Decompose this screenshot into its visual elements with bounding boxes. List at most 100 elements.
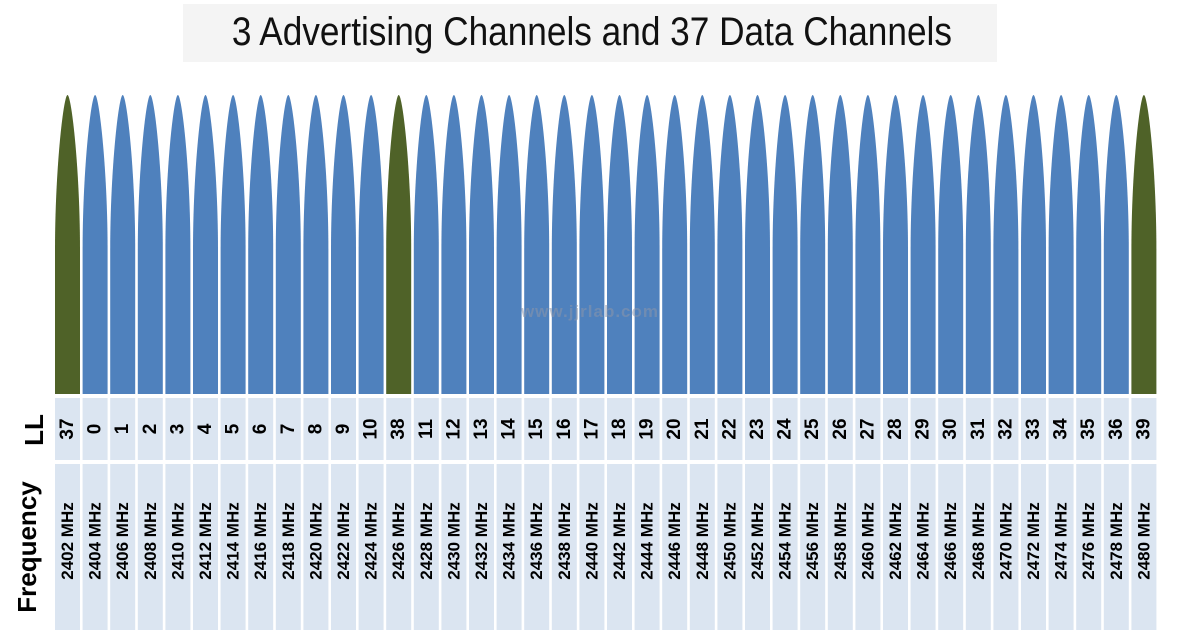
ll-number: 4	[195, 423, 216, 434]
frequency-value: 2436 MHz	[527, 502, 546, 579]
ll-number: 39	[1133, 418, 1154, 439]
frequency-value: 2422 MHz	[334, 502, 353, 579]
advertising-channel-lobe	[55, 95, 80, 394]
ll-cell	[413, 398, 439, 460]
data-channel-lobe	[993, 95, 1019, 394]
ll-cell	[220, 398, 246, 460]
frequency-cell	[634, 464, 660, 630]
ll-cell	[110, 398, 136, 460]
ll-cell	[275, 398, 301, 460]
ll-number: 15	[526, 418, 547, 440]
ll-number: 12	[443, 418, 464, 439]
ll-cell	[772, 398, 798, 460]
data-channel-lobe	[827, 95, 853, 394]
frequency-value: 2416 MHz	[251, 502, 270, 579]
data-channel-lobe	[358, 95, 384, 394]
ll-cell	[55, 398, 80, 460]
frequency-cell	[1048, 464, 1074, 630]
frequency-value: 2466 MHz	[941, 502, 960, 579]
frequency-cell	[938, 464, 964, 630]
ll-number: 21	[692, 418, 713, 440]
data-channel-lobe	[579, 95, 605, 394]
ll-cell	[358, 398, 384, 460]
data-channel-lobe	[331, 95, 356, 394]
ll-number: 14	[499, 418, 520, 440]
ll-number: 38	[388, 418, 409, 439]
frequency-value: 2424 MHz	[362, 502, 381, 579]
ll-cell	[883, 398, 908, 460]
ll-number: 23	[747, 418, 768, 439]
data-channel-lobe	[607, 95, 632, 394]
frequency-value: 2434 MHz	[500, 502, 519, 579]
ll-cell	[469, 398, 494, 460]
data-channel-lobe	[524, 95, 550, 394]
data-channel-lobe	[717, 95, 743, 394]
ll-cell	[745, 398, 770, 460]
ll-number: 9	[333, 424, 354, 435]
frequency-value: 2432 MHz	[472, 502, 491, 579]
ll-cell	[193, 398, 218, 460]
ll-cell	[137, 398, 163, 460]
ll-number: 16	[554, 418, 575, 439]
advertising-channel-lobe	[1131, 95, 1157, 394]
frequency-value: 2444 MHz	[638, 502, 657, 579]
frequency-cell	[1131, 464, 1157, 630]
frequency-value: 2476 MHz	[1079, 502, 1098, 579]
frequency-value: 2442 MHz	[610, 502, 629, 579]
frequency-cell	[137, 464, 163, 630]
watermark: www.jjrlab.com	[520, 302, 660, 321]
ll-cell	[800, 398, 826, 460]
ll-number: 34	[1051, 418, 1072, 440]
ll-number: 36	[1106, 418, 1127, 439]
ll-cell	[634, 398, 660, 460]
data-channel-lobe	[634, 95, 660, 394]
ll-cell	[1103, 398, 1129, 460]
frequency-cell	[524, 464, 550, 630]
ll-row: 37 0 1 2 3 4 5 6 7 8 9 10 38 11 12 13 14 15 16 17 18 19 20 21 22…	[55, 398, 1157, 460]
ll-cell	[965, 398, 991, 460]
frequency-cell	[1103, 464, 1129, 630]
ll-cell	[689, 398, 715, 460]
frequency-cell	[607, 464, 632, 630]
frequency-cell	[55, 464, 80, 630]
data-channel-lobe	[883, 95, 908, 394]
data-channel-lobe	[110, 95, 136, 394]
ll-cell	[993, 398, 1019, 460]
ll-cell	[1131, 398, 1157, 460]
frequency-cell	[275, 464, 301, 630]
advertising-channel-lobe	[386, 95, 412, 394]
ll-number: 2	[140, 424, 161, 435]
frequency-cell	[551, 464, 577, 630]
frequency-cell	[662, 464, 688, 630]
ll-number: 28	[885, 418, 906, 439]
data-channel-lobe	[193, 95, 218, 394]
data-channel-lobe	[248, 95, 274, 394]
frequency-value: 2438 MHz	[555, 502, 574, 579]
frequency-value: 2474 MHz	[1052, 502, 1071, 579]
frequency-value: 2408 MHz	[141, 502, 160, 579]
frequency-cell	[993, 464, 1019, 630]
ll-number: 10	[361, 418, 382, 439]
ll-number: 27	[857, 418, 878, 439]
ll-cell	[441, 398, 467, 460]
data-channel-lobe	[469, 95, 494, 394]
data-channel-lobe	[910, 95, 936, 394]
frequency-value: 2420 MHz	[306, 502, 325, 579]
frequency-cell	[883, 464, 908, 630]
frequency-cell	[165, 464, 191, 630]
ll-cell	[303, 398, 329, 460]
ll-cell	[248, 398, 274, 460]
ll-cell	[607, 398, 632, 460]
ll-number: 6	[250, 424, 271, 435]
ll-cell	[524, 398, 550, 460]
data-channel-lobe	[938, 95, 964, 394]
data-channel-lobe	[855, 95, 881, 394]
page-title: 3 Advertising Channels and 37 Data Chann…	[231, 10, 952, 54]
frequency-value: 2430 MHz	[444, 502, 463, 579]
data-channel-lobe	[1076, 95, 1102, 394]
ll-number: 25	[802, 418, 823, 440]
frequency-value: 2472 MHz	[1024, 502, 1043, 579]
ll-number: 30	[940, 418, 961, 439]
ll-number: 5	[223, 423, 244, 434]
data-channel-lobe	[275, 95, 301, 394]
